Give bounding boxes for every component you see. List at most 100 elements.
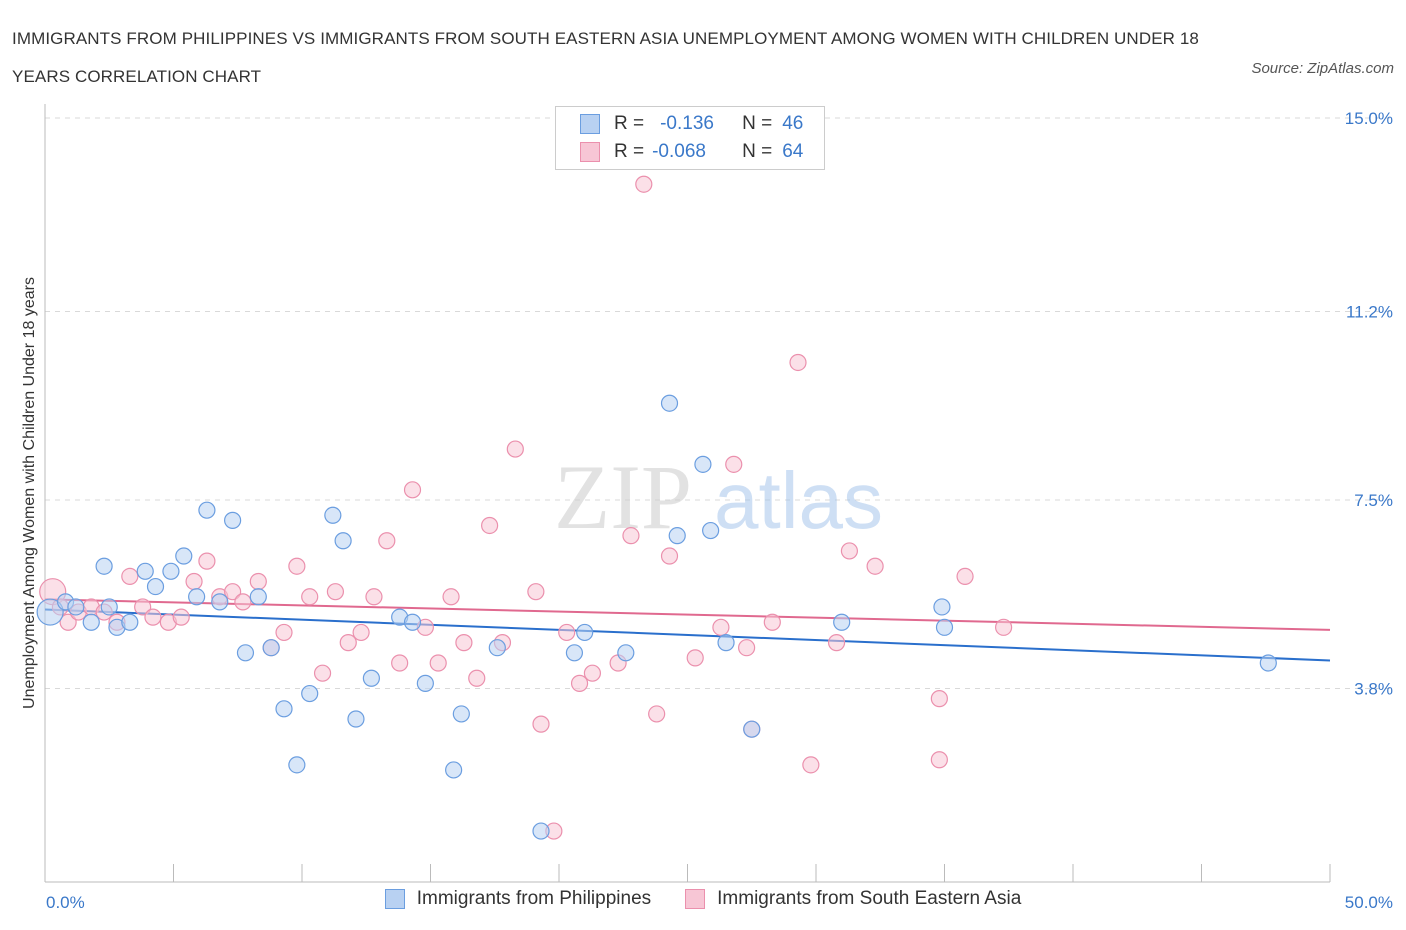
x-tick-label: 0.0% — [46, 893, 85, 912]
point-sea — [403, 481, 422, 499]
point-philippines — [301, 684, 319, 703]
axes — [44, 104, 1331, 883]
point-philippines — [100, 598, 118, 616]
legend-n-label: N = — [742, 141, 773, 162]
point-philippines — [67, 598, 85, 616]
point-philippines — [275, 700, 293, 718]
point-philippines — [224, 511, 242, 529]
point-sea — [956, 567, 974, 586]
point-sea — [481, 516, 499, 535]
point-philippines — [95, 557, 113, 575]
point-sea — [763, 613, 781, 631]
point-sea — [275, 623, 293, 642]
point-philippines — [121, 613, 139, 631]
point-sea — [648, 705, 666, 723]
point-sea — [583, 664, 602, 682]
point-philippines — [249, 588, 267, 606]
point-philippines — [668, 527, 686, 545]
x-tick-labels: 0.0% 50.0% — [46, 893, 1393, 912]
point-sea — [326, 583, 345, 601]
series-swatch-pink — [685, 889, 706, 909]
legend-n-value: 64 — [782, 141, 804, 162]
point-sea — [288, 557, 306, 575]
point-philippines — [445, 761, 463, 779]
point-philippines — [717, 634, 735, 652]
point-philippines — [743, 720, 761, 738]
point-sea — [468, 669, 486, 687]
series-legend-philippines[interactable]: Immigrants from Philippines — [384, 888, 652, 910]
point-sea — [506, 440, 524, 458]
y-tick-label: 3.8% — [1354, 679, 1393, 698]
point-sea — [660, 547, 679, 565]
series-legend-label: Immigrants from South Eastern Asia — [717, 888, 1022, 909]
series-legend: Immigrants from Philippines Immigrants f… — [0, 888, 1406, 910]
point-sea — [234, 593, 252, 611]
x-tick-label: 50.0% — [1345, 893, 1393, 912]
point-sea — [827, 634, 846, 652]
point-sea — [789, 353, 807, 372]
legend-r-label: R = — [614, 113, 645, 134]
point-philippines — [452, 705, 470, 723]
point-philippines — [334, 532, 352, 550]
point-sea — [378, 532, 396, 550]
chart-title: IMMIGRANTS FROM PHILIPPINES VS IMMIGRANT… — [12, 29, 1199, 86]
point-sea — [558, 623, 576, 642]
legend-r-value: -0.136 — [660, 113, 714, 134]
series-legend-sea[interactable]: Immigrants from South Eastern Asia — [685, 888, 1021, 910]
point-sea — [365, 588, 383, 606]
point-philippines — [403, 613, 422, 631]
point-philippines — [198, 501, 216, 519]
legend-row-sea: R = -0.068 N = 64 — [580, 139, 803, 165]
point-philippines — [694, 455, 712, 473]
correlation-legend: R = -0.136 N = 46 R = -0.068 N = 64 — [555, 106, 825, 170]
y-tick-label: 7.5% — [1354, 491, 1393, 510]
point-sea — [429, 654, 447, 672]
point-philippines — [211, 593, 229, 611]
legend-swatch-blue — [580, 114, 600, 134]
point-sea — [249, 572, 267, 591]
y-tick-labels: 3.8% 7.5% 11.2% 15.0% — [1345, 109, 1393, 698]
point-philippines — [660, 394, 679, 412]
y-tick-label: 15.0% — [1345, 109, 1393, 128]
point-philippines — [146, 577, 165, 596]
legend-n-label: N = — [742, 113, 773, 134]
series-legend-label: Immigrants from Philippines — [416, 888, 652, 909]
point-philippines — [416, 674, 434, 692]
point-philippines — [162, 562, 180, 580]
point-sea — [121, 567, 139, 586]
point-sea — [930, 751, 948, 769]
point-philippines — [1259, 654, 1277, 672]
point-philippines — [935, 618, 954, 636]
point-sea — [802, 756, 820, 774]
watermark-atlas: atlas — [714, 456, 883, 545]
watermark-zip: ZIP — [554, 446, 692, 548]
point-sea — [224, 583, 242, 601]
point-philippines — [188, 588, 206, 606]
point-philippines — [532, 822, 550, 840]
y-tick-label: 11.2% — [1346, 303, 1393, 322]
point-sea — [725, 455, 743, 473]
point-sea — [570, 674, 589, 692]
point-philippines — [82, 613, 100, 631]
series-swatch-blue — [384, 889, 405, 909]
point-philippines — [617, 644, 635, 662]
point-sea — [622, 527, 640, 545]
point-philippines — [702, 521, 720, 540]
point-sea — [172, 608, 190, 626]
point-sea — [995, 618, 1013, 636]
point-sea — [339, 634, 357, 652]
point-philippines — [833, 613, 851, 631]
point-philippines — [362, 669, 380, 687]
point-sea — [442, 588, 460, 606]
legend-r-value: -0.068 — [652, 141, 706, 162]
point-philippines — [488, 639, 506, 657]
legend-row-philippines: R = -0.136 N = 46 — [580, 111, 803, 137]
point-sea — [686, 649, 704, 667]
point-philippines — [576, 623, 594, 642]
point-sea — [455, 634, 473, 652]
point-philippines — [175, 547, 193, 565]
y-axis-label: Unemployment Among Women with Children U… — [21, 277, 38, 709]
point-philippines — [933, 598, 951, 616]
scatter-points — [36, 175, 1277, 840]
